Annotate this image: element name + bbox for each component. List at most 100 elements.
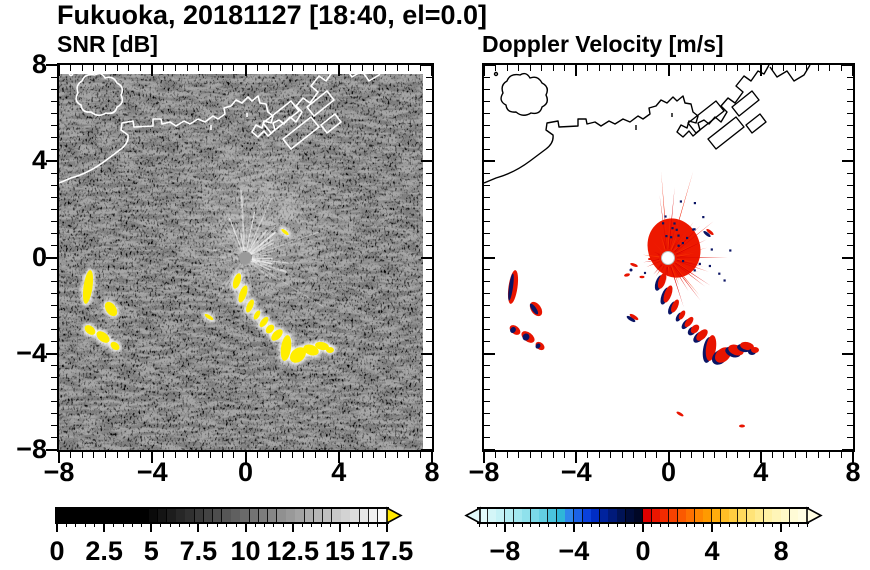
axis-tick <box>419 452 421 458</box>
axis-tick <box>51 413 57 415</box>
axis-tick <box>233 65 235 71</box>
colorbar-tick <box>503 522 506 532</box>
coastline <box>484 65 811 184</box>
axis-tick <box>51 208 57 210</box>
doppler-colorbar-strip <box>477 507 809 524</box>
axis-tick <box>426 269 432 271</box>
axis-tick <box>396 65 398 71</box>
axis-tick <box>337 65 340 76</box>
colorbar-cell <box>530 509 540 522</box>
colorbar-tick <box>538 522 540 527</box>
colorbar-cell <box>496 509 506 522</box>
x-axis-tick-label: 4 <box>753 457 769 487</box>
axis-tick <box>46 64 57 66</box>
colorbar-tick <box>103 522 106 532</box>
colorbar-cell <box>286 509 296 522</box>
axis-tick <box>484 220 490 222</box>
colorbar-tick <box>367 522 369 527</box>
axis-tick <box>842 160 853 163</box>
axis-tick <box>58 65 60 76</box>
axis-tick <box>484 256 495 259</box>
colorbar-cell <box>377 509 388 522</box>
colorbar-tick <box>113 522 115 527</box>
colorbar-tick-label: 12.5 <box>266 536 319 566</box>
doppler-map-panel <box>482 63 855 452</box>
colorbar-cell <box>522 509 532 522</box>
colorbar-tick-label: −8 <box>489 536 521 566</box>
colorbar-cell <box>781 509 791 522</box>
snr-map-panel <box>57 63 434 452</box>
colorbar-tick <box>556 522 558 527</box>
colorbar-cell <box>789 509 799 522</box>
axis-tick <box>426 389 432 391</box>
axis-tick <box>644 452 646 458</box>
axis-tick <box>679 65 681 71</box>
colorbar-tick <box>320 522 322 527</box>
axis-tick <box>51 269 57 271</box>
axis-tick <box>291 65 293 71</box>
axis-tick <box>847 269 853 271</box>
colorbar-tick <box>668 522 670 527</box>
colorbar-cell <box>258 509 269 522</box>
colorbar-tick <box>572 522 575 532</box>
axis-tick <box>426 377 432 379</box>
colorbar-tick <box>226 522 228 527</box>
colorbar-cell <box>479 509 489 522</box>
axis-tick <box>829 65 831 71</box>
axis-tick <box>748 65 750 71</box>
colorbar-cell <box>763 509 773 522</box>
axis-tick <box>484 172 490 174</box>
axis-tick <box>842 352 853 355</box>
axis-tick <box>361 65 363 71</box>
axis-tick <box>51 401 57 403</box>
axis-tick <box>552 65 554 71</box>
axis-tick <box>541 452 543 458</box>
axis-tick <box>244 452 247 463</box>
axis-tick <box>506 65 508 71</box>
axis-tick <box>291 452 293 458</box>
colorbar-tick <box>301 522 303 527</box>
colorbar-cell <box>75 509 85 522</box>
colorbar-tick <box>179 522 181 527</box>
axis-tick <box>426 76 432 78</box>
axis-tick <box>484 232 490 234</box>
colorbar-cell <box>798 509 808 522</box>
axis-tick <box>426 112 432 114</box>
axis-tick <box>506 452 508 458</box>
axis-tick <box>186 452 188 458</box>
axis-tick <box>847 341 853 343</box>
axis-tick <box>421 449 432 451</box>
axis-tick <box>847 401 853 403</box>
axis-tick <box>484 124 490 126</box>
axis-tick <box>175 65 177 71</box>
axis-tick <box>51 281 57 283</box>
x-axis-tick-label: −4 <box>560 457 592 487</box>
axis-tick <box>70 65 72 71</box>
colorbar-cell <box>176 509 186 522</box>
axis-tick <box>431 65 433 76</box>
axis-tick <box>564 65 566 71</box>
colorbar-cell <box>167 509 177 522</box>
figure-title: Fukuoka, 20181127 [18:40, el=0.0] <box>57 0 488 30</box>
axis-tick <box>829 452 831 458</box>
axis-tick <box>847 317 853 319</box>
axis-tick <box>679 452 681 458</box>
axis-tick <box>105 65 107 71</box>
axis-tick <box>495 65 497 71</box>
axis-tick <box>51 437 57 439</box>
axis-tick <box>384 65 386 71</box>
axis-tick <box>842 64 853 66</box>
axis-tick <box>847 76 853 78</box>
axis-tick <box>51 184 57 186</box>
colorbar-tick <box>694 522 696 527</box>
colorbar-cell <box>720 509 730 522</box>
axis-tick <box>51 232 57 234</box>
axis-tick <box>396 452 398 458</box>
colorbar-tick <box>530 522 532 527</box>
colorbar-tick-label: 8 <box>773 536 789 566</box>
axis-tick <box>794 452 796 458</box>
axis-tick <box>51 377 57 379</box>
axis-tick <box>484 208 490 210</box>
colorbar-cell <box>513 509 523 522</box>
y-axis-tick-label: 0 <box>31 241 47 272</box>
